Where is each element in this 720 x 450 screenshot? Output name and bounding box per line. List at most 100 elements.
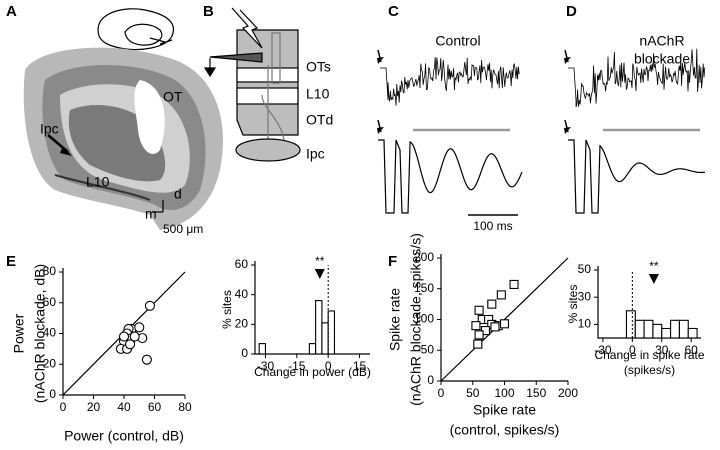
region-label: Ipc bbox=[40, 121, 59, 137]
significance-label: ** bbox=[315, 254, 325, 268]
y-axis-label: % sites bbox=[566, 285, 580, 324]
charts: 0 20 40 60 80 0 20 40 60 80 Power (control, dB) Pow… bbox=[11, 233, 705, 444]
scale-bar-label: 500 μm bbox=[163, 222, 203, 236]
point bbox=[144, 300, 155, 311]
x-tick-label: 60 bbox=[148, 400, 162, 414]
point bbox=[490, 322, 500, 332]
bar bbox=[678, 319, 689, 339]
x-axis-label: (spikes/s) bbox=[624, 363, 675, 377]
point bbox=[474, 305, 484, 315]
y-tick-label: 20 bbox=[235, 317, 249, 331]
y-tick-label: 150 bbox=[414, 281, 434, 295]
y-tick-label: 0 bbox=[427, 373, 434, 387]
bar bbox=[652, 323, 663, 339]
histology-section bbox=[23, 47, 223, 230]
x-axis-label: Power (control, dB) bbox=[64, 428, 184, 444]
x-tick-label: 60 bbox=[685, 343, 699, 357]
bar bbox=[258, 343, 267, 355]
region-label: OT bbox=[163, 89, 183, 105]
x-tick-label: 100 bbox=[494, 386, 514, 400]
y-axis-label: Power bbox=[11, 313, 27, 353]
traces bbox=[377, 48, 706, 214]
y-tick-label: 80 bbox=[43, 264, 57, 278]
x-tick-label: 50 bbox=[466, 386, 480, 400]
bar bbox=[327, 310, 336, 355]
bar bbox=[661, 327, 672, 339]
y-axis-label: % sites bbox=[220, 290, 234, 329]
point bbox=[129, 331, 140, 342]
x-tick-label: 20 bbox=[87, 400, 101, 414]
point bbox=[118, 331, 130, 342]
orientation-label: m bbox=[145, 206, 157, 222]
y-tick-label: 100 bbox=[414, 312, 434, 326]
layer-label: L10 bbox=[306, 86, 330, 102]
x-tick-label: 200 bbox=[558, 386, 578, 400]
voltage-trace bbox=[380, 57, 520, 106]
y-tick-label: 50 bbox=[421, 342, 435, 356]
significance-label: ** bbox=[649, 259, 659, 273]
point bbox=[496, 290, 506, 300]
layer-label: OTd bbox=[306, 112, 333, 128]
voltage-trace bbox=[568, 48, 706, 108]
bar bbox=[643, 319, 654, 339]
brain-schematic bbox=[97, 8, 174, 51]
field-potential-trace bbox=[378, 139, 523, 214]
y-tick-label: 60 bbox=[235, 257, 249, 271]
orientation-label: d bbox=[174, 186, 182, 202]
x-axis-label: (control, spikes/s) bbox=[450, 422, 560, 438]
bar bbox=[308, 343, 317, 355]
panel-letter: C bbox=[388, 3, 399, 20]
median-marker bbox=[314, 269, 325, 279]
panel-letter: E bbox=[6, 253, 16, 270]
y-tick-label: 50 bbox=[578, 262, 592, 276]
x-axis-label: Change in power (dB) bbox=[254, 365, 371, 379]
x-tick-label: 0 bbox=[325, 359, 332, 373]
x-tick-label: 0 bbox=[60, 400, 67, 414]
y-tick-label: 60 bbox=[43, 295, 57, 309]
point bbox=[487, 299, 497, 309]
y-axis-label: (nAChR blockade, dB) bbox=[32, 264, 48, 403]
y-tick-label: 0 bbox=[49, 387, 56, 401]
panel-letter: F bbox=[388, 253, 397, 270]
condition-title: blockade bbox=[634, 51, 690, 67]
point bbox=[499, 319, 510, 329]
stimulus-arrow bbox=[564, 57, 571, 64]
y-tick-label: 10 bbox=[578, 317, 592, 331]
region-label: L10 bbox=[86, 174, 110, 190]
x-tick-label: -15 bbox=[288, 359, 306, 373]
point bbox=[474, 330, 484, 340]
bar bbox=[321, 322, 329, 355]
y-tick-label: 40 bbox=[235, 287, 249, 301]
bar bbox=[687, 327, 698, 339]
axis bbox=[254, 261, 370, 355]
x-tick-label: 150 bbox=[526, 386, 546, 400]
x-tick-label: 40 bbox=[117, 400, 131, 414]
layer-label: Ipc bbox=[306, 146, 325, 162]
layer-label: OTs bbox=[306, 59, 331, 75]
condition-title: nAChR bbox=[639, 33, 684, 49]
x-axis-label: Change in spike rate bbox=[594, 348, 704, 362]
y-axis-label: Spike rate bbox=[387, 288, 403, 351]
point bbox=[471, 321, 481, 331]
x-tick-label: 0 bbox=[629, 343, 636, 357]
y-tick-label: 200 bbox=[414, 250, 434, 264]
bar bbox=[315, 300, 323, 355]
y-tick-label: 30 bbox=[578, 289, 592, 303]
panel-letter: D bbox=[566, 3, 577, 20]
x-tick-label: 15 bbox=[353, 359, 367, 373]
y-tick-label: 0 bbox=[241, 346, 248, 360]
stimulus-arrow bbox=[377, 57, 384, 64]
point bbox=[125, 339, 136, 350]
bar bbox=[625, 310, 636, 339]
circuit-diagram bbox=[203, 7, 301, 162]
point bbox=[134, 322, 145, 333]
y-axis-label: (nAChR blockade, spikes/s) bbox=[408, 233, 424, 406]
panel-letter: B bbox=[203, 3, 214, 20]
field-potential-trace bbox=[568, 139, 706, 214]
x-tick-label: 30 bbox=[655, 343, 669, 357]
point bbox=[509, 279, 519, 289]
bar bbox=[670, 319, 680, 339]
median-marker bbox=[648, 274, 659, 284]
scale-bar-label: 100 ms bbox=[473, 219, 512, 233]
scale-bar bbox=[152, 200, 164, 213]
